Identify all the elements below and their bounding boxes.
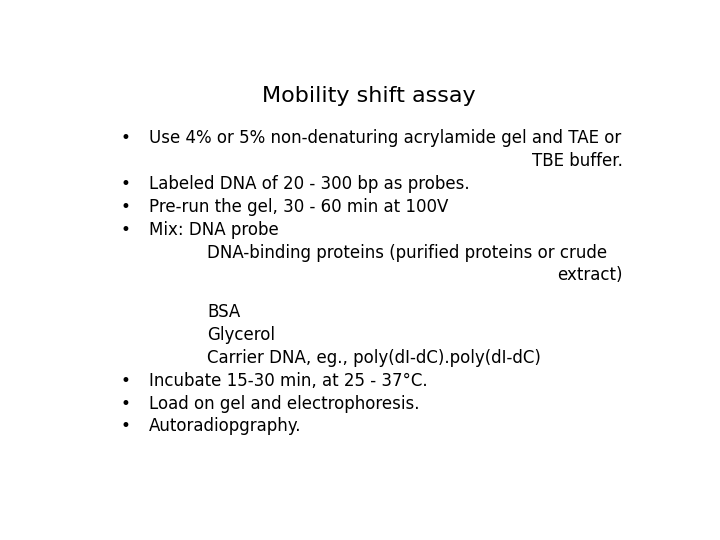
Text: •: • (121, 221, 130, 239)
Text: •: • (121, 395, 130, 413)
Text: Pre-run the gel, 30 - 60 min at 100V: Pre-run the gel, 30 - 60 min at 100V (148, 198, 448, 216)
Text: Load on gel and electrophoresis.: Load on gel and electrophoresis. (148, 395, 419, 413)
Text: Autoradiopgraphy.: Autoradiopgraphy. (148, 417, 301, 435)
Text: Mobility shift assay: Mobility shift assay (262, 85, 476, 106)
Text: •: • (121, 417, 130, 435)
Text: •: • (121, 129, 130, 147)
Text: Labeled DNA of 20 - 300 bp as probes.: Labeled DNA of 20 - 300 bp as probes. (148, 175, 469, 193)
Text: Mix: DNA probe: Mix: DNA probe (148, 221, 279, 239)
Text: extract): extract) (557, 266, 623, 285)
Text: Use 4% or 5% non-denaturing acrylamide gel and TAE or: Use 4% or 5% non-denaturing acrylamide g… (148, 129, 621, 147)
Text: •: • (121, 198, 130, 216)
Text: Incubate 15-30 min, at 25 - 37°C.: Incubate 15-30 min, at 25 - 37°C. (148, 372, 427, 390)
Text: Carrier DNA, eg., poly(dI-dC).poly(dI-dC): Carrier DNA, eg., poly(dI-dC).poly(dI-dC… (207, 349, 541, 367)
Text: •: • (121, 175, 130, 193)
Text: •: • (121, 372, 130, 390)
Text: DNA-binding proteins (purified proteins or crude: DNA-binding proteins (purified proteins … (207, 244, 607, 261)
Text: Glycerol: Glycerol (207, 326, 275, 344)
Text: BSA: BSA (207, 303, 240, 321)
Text: TBE buffer.: TBE buffer. (532, 152, 623, 170)
